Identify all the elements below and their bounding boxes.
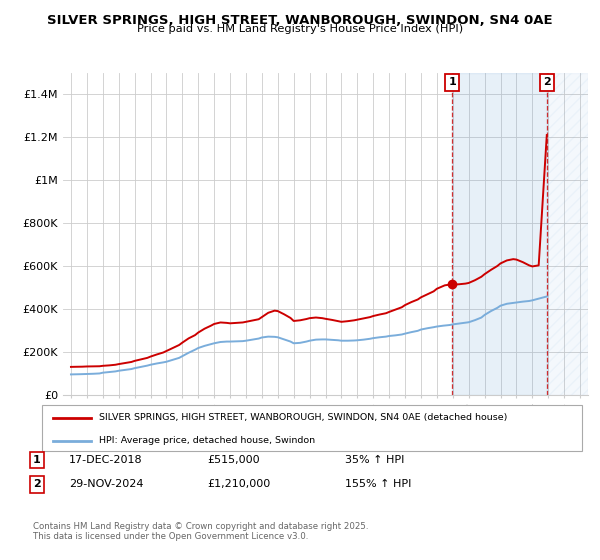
FancyBboxPatch shape [42,405,582,451]
Text: 29-NOV-2024: 29-NOV-2024 [69,479,143,489]
Text: £1,210,000: £1,210,000 [207,479,270,489]
Text: 2: 2 [33,479,41,489]
Text: 35% ↑ HPI: 35% ↑ HPI [345,455,404,465]
Bar [547,73,588,395]
Text: Price paid vs. HM Land Registry's House Price Index (HPI): Price paid vs. HM Land Registry's House … [137,24,463,34]
Bar [452,73,547,395]
Text: £515,000: £515,000 [207,455,260,465]
Text: 1: 1 [33,455,41,465]
Text: 1: 1 [448,77,456,87]
Text: SILVER SPRINGS, HIGH STREET, WANBOROUGH, SWINDON, SN4 0AE (detached house): SILVER SPRINGS, HIGH STREET, WANBOROUGH,… [98,413,507,422]
Text: Contains HM Land Registry data © Crown copyright and database right 2025.
This d: Contains HM Land Registry data © Crown c… [33,522,368,542]
Text: 155% ↑ HPI: 155% ↑ HPI [345,479,412,489]
Text: 2: 2 [543,77,551,87]
Text: 17-DEC-2018: 17-DEC-2018 [69,455,143,465]
Text: HPI: Average price, detached house, Swindon: HPI: Average price, detached house, Swin… [98,436,315,445]
Text: SILVER SPRINGS, HIGH STREET, WANBOROUGH, SWINDON, SN4 0AE: SILVER SPRINGS, HIGH STREET, WANBOROUGH,… [47,14,553,27]
